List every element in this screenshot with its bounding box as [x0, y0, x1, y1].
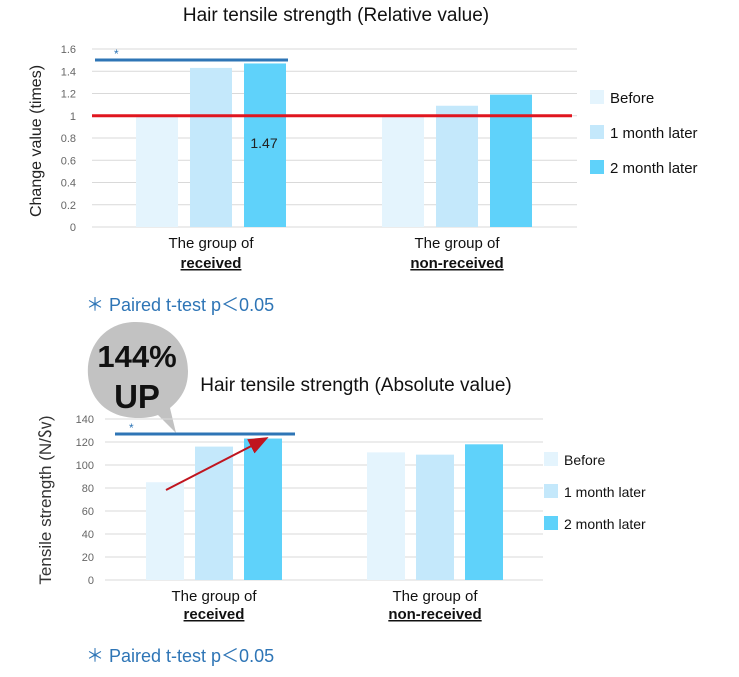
bars — [136, 63, 532, 228]
y-tick-label: 0 — [88, 575, 94, 587]
category-label-line2: received — [181, 255, 242, 272]
category-label-line1: The group of — [171, 588, 257, 605]
chart-relative: Hair tensile strength (Relative value) C… — [28, 5, 698, 315]
bar-before — [136, 115, 178, 227]
bar-2-month-later — [244, 438, 282, 580]
legend-swatch — [544, 452, 558, 466]
speech-bubble — [87, 322, 188, 433]
chart-title: Hair tensile strength (Absolute value) — [200, 375, 512, 396]
y-tick-label: 60 — [82, 506, 94, 518]
legend-label: Before — [564, 452, 605, 468]
y-tick-labels: 140 120 100 80 60 40 20 0 — [76, 414, 94, 587]
y-tick-label: 40 — [82, 529, 94, 541]
y-tick-label: 80 — [82, 483, 94, 495]
bar-before — [367, 452, 405, 580]
x-category-labels: The group of received The group of non-rece… — [168, 235, 503, 272]
y-tick-label: 20 — [82, 552, 94, 564]
legend-label: 2 month later — [564, 516, 646, 532]
y-tick-label: 140 — [76, 414, 94, 426]
bar-1-month-later — [416, 454, 454, 580]
significance-marker: * — [114, 47, 119, 61]
y-tick-label: 120 — [76, 437, 94, 449]
percent-up-badge: 144% UP — [87, 322, 188, 433]
y-tick-label: 1.4 — [61, 66, 76, 78]
y-tick-label: 0.6 — [61, 155, 76, 167]
chart-absolute: 144% UP Hair tensile strength (Absolute … — [36, 322, 646, 666]
y-tick-label: 0.4 — [61, 178, 76, 190]
bar-before — [382, 115, 424, 227]
legend-label: 1 month later — [610, 125, 698, 142]
bar-before — [146, 482, 184, 580]
legend-label: 2 month later — [610, 160, 698, 177]
data-label: 1.47 — [250, 135, 277, 151]
legend: Before 1 month later 2 month later — [590, 90, 698, 177]
significance-marker: * — [129, 421, 134, 435]
badge-up: UP — [114, 378, 160, 415]
y-tick-label: 0.8 — [61, 133, 76, 145]
legend-label: 1 month later — [564, 484, 646, 500]
legend-swatch — [590, 160, 604, 174]
legend: Before 1 month later 2 month later — [544, 452, 646, 532]
footnote: ＊ Paired t-test p＜0.05 — [86, 646, 274, 666]
bar-2-month-later — [465, 444, 503, 580]
bars — [146, 438, 503, 580]
legend-label: Before — [610, 90, 654, 107]
y-tick-label: 0 — [70, 222, 76, 234]
y-tick-label: 100 — [76, 460, 94, 472]
category-label-line2: non-received — [388, 606, 481, 623]
category-label-line1: The group of — [414, 235, 500, 252]
increase-arrow — [165, 437, 269, 491]
y-tick-label: 1 — [70, 111, 76, 123]
badge-percent: 144% — [97, 339, 176, 374]
category-label-line1: The group of — [392, 588, 478, 605]
bar-1-month-later — [436, 105, 478, 227]
category-label-line2: received — [184, 606, 245, 623]
category-label-line2: non-received — [410, 255, 503, 272]
legend-swatch — [544, 484, 558, 498]
bar-1-month-later — [190, 67, 232, 227]
y-tick-label: 1.6 — [61, 44, 76, 56]
bar-1-month-later — [195, 446, 233, 580]
chart-title: Hair tensile strength (Relative value) — [183, 5, 489, 26]
y-tick-label: 1.2 — [61, 89, 76, 101]
bar-2-month-later — [244, 63, 286, 228]
y-axis-label: Tensile strength (N/㏜) — [36, 415, 55, 584]
legend-swatch — [590, 125, 604, 139]
legend-swatch — [590, 90, 604, 104]
y-axis-label: Change value (times) — [28, 65, 45, 217]
category-label-line1: The group of — [168, 235, 254, 252]
y-tick-label: 0.2 — [61, 200, 76, 212]
footnote: ＊ Paired t-test p＜0.05 — [86, 295, 274, 315]
legend-swatch — [544, 516, 558, 530]
y-tick-labels: 1.6 1.4 1.2 1 0.8 0.6 0.4 0.2 0 — [61, 44, 76, 234]
